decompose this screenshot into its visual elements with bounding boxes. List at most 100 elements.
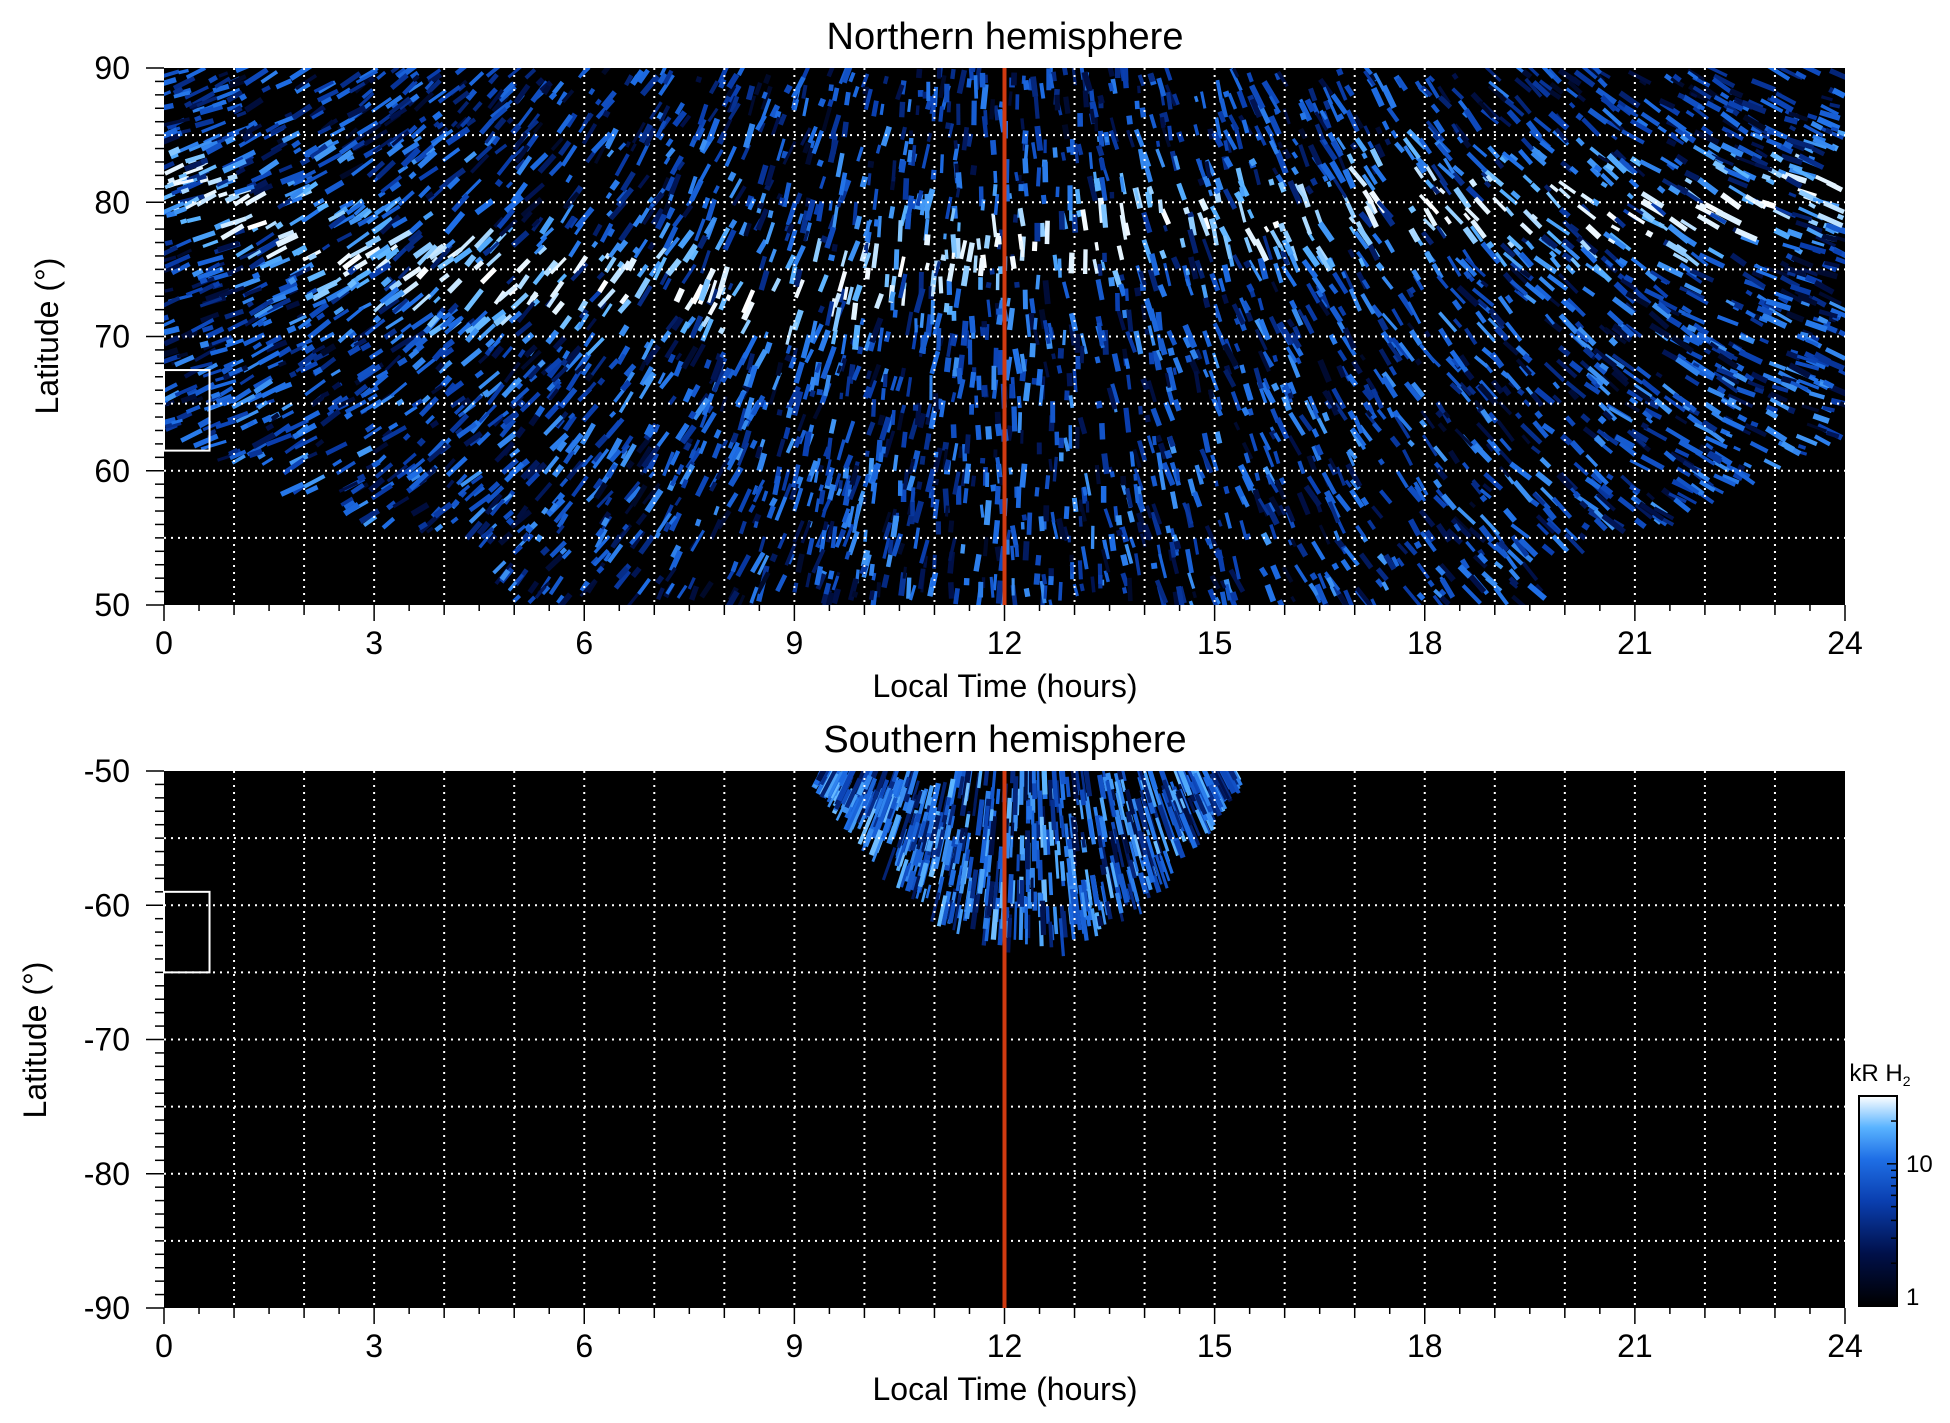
emission-streak xyxy=(1375,262,1385,272)
emission-streak xyxy=(1101,453,1110,475)
emission-streak xyxy=(505,181,514,189)
emission-streak xyxy=(816,159,824,168)
emission-streak xyxy=(1521,434,1531,445)
emission-streak xyxy=(491,135,501,146)
emission-streak xyxy=(493,117,507,131)
emission-streak xyxy=(743,222,752,237)
emission-streak xyxy=(1152,350,1162,371)
emission-streak xyxy=(1438,95,1453,110)
emission-streak xyxy=(507,286,518,296)
emission-streak xyxy=(1370,598,1377,605)
emission-streak xyxy=(1761,173,1771,181)
emission-streak xyxy=(855,805,867,824)
emission-streak xyxy=(877,783,893,819)
emission-streak xyxy=(211,335,233,346)
emission-streak xyxy=(248,448,263,459)
emission-streak xyxy=(1626,429,1647,448)
emission-streak xyxy=(656,587,665,601)
emission-streak xyxy=(1527,582,1547,601)
emission-streak xyxy=(229,449,247,461)
emission-streak xyxy=(1073,143,1080,164)
emission-streak xyxy=(1201,432,1211,454)
emission-streak xyxy=(698,163,712,183)
emission-streak xyxy=(563,449,575,465)
emission-streak xyxy=(1756,305,1774,316)
emission-streak xyxy=(470,153,490,174)
emission-streak xyxy=(871,100,879,117)
emission-streak xyxy=(932,478,940,486)
emission-streak xyxy=(665,566,677,583)
emission-streak xyxy=(756,201,765,210)
emission-streak xyxy=(946,263,955,282)
emission-streak xyxy=(873,797,884,815)
emission-streak xyxy=(1683,282,1703,295)
emission-streak xyxy=(1073,890,1082,931)
emission-streak xyxy=(1323,100,1331,111)
emission-streak xyxy=(514,426,526,439)
emission-streak xyxy=(663,521,672,533)
emission-streak xyxy=(164,287,174,293)
emission-streak xyxy=(958,446,963,459)
emission-streak xyxy=(907,98,912,113)
emission-streak xyxy=(585,381,597,394)
emission-streak xyxy=(657,72,668,85)
emission-streak xyxy=(718,78,727,89)
emission-streak xyxy=(1159,208,1172,226)
emission-streak xyxy=(292,177,306,186)
emission-streak xyxy=(827,570,835,580)
emission-streak xyxy=(1751,270,1764,279)
emission-streak xyxy=(1642,410,1653,421)
emission-streak xyxy=(1818,309,1838,319)
emission-streak xyxy=(995,580,1004,604)
emission-streak xyxy=(1468,526,1487,544)
emission-streak xyxy=(288,314,308,326)
emission-streak xyxy=(1330,93,1348,115)
emission-streak xyxy=(622,523,629,531)
emission-streak xyxy=(1498,539,1510,552)
emission-streak xyxy=(1533,116,1552,133)
emission-streak xyxy=(385,316,404,330)
emission-streak xyxy=(433,501,453,519)
emission-streak xyxy=(503,361,521,384)
emission-streak xyxy=(1257,497,1271,516)
emission-streak xyxy=(1477,383,1499,407)
emission-streak xyxy=(164,181,175,190)
emission-streak xyxy=(1169,541,1177,558)
emission-streak xyxy=(1507,240,1516,249)
emission-streak xyxy=(913,527,921,549)
emission-streak xyxy=(1167,805,1183,838)
emission-streak xyxy=(1579,239,1592,252)
emission-streak xyxy=(339,199,355,211)
emission-streak xyxy=(273,423,291,437)
emission-streak xyxy=(841,474,851,497)
emission-streak xyxy=(171,418,183,425)
emission-streak xyxy=(454,427,465,437)
emission-streak xyxy=(878,789,894,822)
emission-streak xyxy=(1044,829,1051,855)
emission-streak xyxy=(898,771,911,798)
emission-streak xyxy=(1510,534,1530,558)
emission-streak xyxy=(1674,126,1697,144)
emission-streak xyxy=(1068,813,1074,839)
emission-streak xyxy=(1266,474,1273,485)
emission-streak xyxy=(1580,246,1598,264)
emission-streak xyxy=(1568,101,1576,109)
emission-streak xyxy=(164,296,181,308)
emission-streak xyxy=(395,398,405,407)
emission-streak xyxy=(1254,472,1261,482)
emission-streak xyxy=(1200,91,1207,109)
emission-streak xyxy=(817,305,825,314)
emission-streak xyxy=(1144,835,1156,859)
emission-streak xyxy=(1218,277,1226,293)
emission-streak xyxy=(1394,415,1411,439)
emission-streak xyxy=(1513,288,1529,302)
emission-streak xyxy=(1161,111,1170,123)
emission-streak xyxy=(541,506,549,515)
emission-streak xyxy=(637,174,650,189)
emission-streak xyxy=(364,122,382,137)
emission-streak xyxy=(1254,328,1268,351)
emission-streak xyxy=(1773,227,1791,240)
emission-streak xyxy=(1336,113,1345,121)
emission-streak xyxy=(662,69,674,85)
emission-streak xyxy=(1705,100,1722,113)
